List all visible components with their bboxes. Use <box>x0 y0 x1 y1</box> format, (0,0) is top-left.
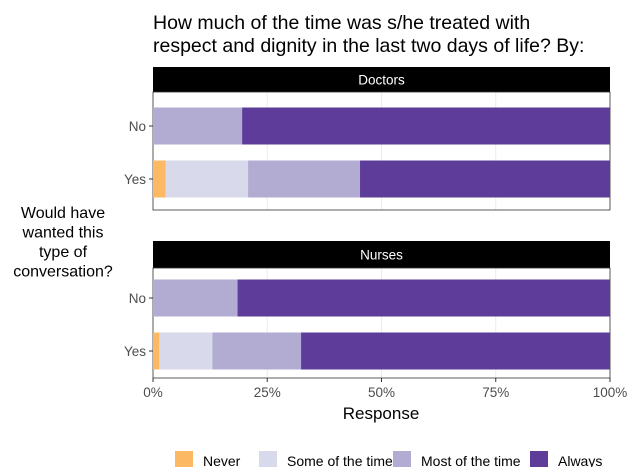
legend-swatch <box>259 451 277 467</box>
bar-segment-always <box>238 280 610 317</box>
bar-segment-some-of-the-time <box>166 161 248 198</box>
bar-segment-most-of-the-time <box>212 333 301 370</box>
bar-segment-always <box>242 108 610 145</box>
legend-label: Never <box>203 453 241 467</box>
y-axis-label: Would have wanted this type of conversation… <box>13 205 113 281</box>
x-tick-label: 50% <box>368 385 395 400</box>
legend-swatch <box>175 451 193 467</box>
bar-segment-some-of-the-time <box>159 333 212 370</box>
x-axis-label: Response <box>343 404 420 423</box>
bar-segment-most-of-the-time <box>248 161 360 198</box>
legend-label: Most of the time <box>421 453 521 467</box>
panel-nurses: Nurses No Yes <box>124 241 610 378</box>
panel-strip-title: Nurses <box>360 248 403 263</box>
x-tick-label: 25% <box>254 385 281 400</box>
legend: Never Some of the time Most of the time Alw… <box>175 451 602 467</box>
bar-segment-always <box>360 161 610 198</box>
legend-swatch <box>530 451 548 467</box>
bar-segment-never <box>153 161 166 198</box>
chart-title-line: How much of the time was s/he treated wi… <box>153 12 530 34</box>
bar-segment-most-of-the-time <box>153 280 238 317</box>
x-tick-label: 100% <box>593 385 628 400</box>
panel-strip-title: Doctors <box>358 73 405 88</box>
legend-item: Some of the time <box>259 451 393 467</box>
y-tick-label: Yes <box>124 172 146 187</box>
x-axis: 0% 25% 50% 75% 100% <box>143 378 627 400</box>
y-tick-label: No <box>129 119 146 134</box>
y-axis-label-line: wanted this <box>22 225 104 242</box>
legend-label: Always <box>558 453 602 467</box>
legend-label: Some of the time <box>287 453 393 467</box>
x-tick-label: 0% <box>143 385 163 400</box>
legend-item: Always <box>530 451 602 467</box>
bar-segment-always <box>301 333 610 370</box>
x-tick-label: 75% <box>482 385 509 400</box>
bar-segment-never <box>153 333 159 370</box>
y-tick-label: Yes <box>124 344 146 359</box>
legend-item: Never <box>175 451 241 467</box>
chart-title: How much of the time was s/he treated wi… <box>153 12 584 57</box>
bar-segment-most-of-the-time <box>153 108 242 145</box>
legend-swatch <box>393 451 411 467</box>
chart-title-line: respect and dignity in the last two days… <box>153 35 584 57</box>
chart-panels: Doctors No Yes Nurses No Yes <box>124 67 610 378</box>
y-axis-label-line: type of <box>39 244 88 261</box>
legend-item: Most of the time <box>393 451 521 467</box>
panel-doctors: Doctors No Yes <box>124 67 610 210</box>
y-tick-label: No <box>129 291 146 306</box>
y-axis-label-line: conversation? <box>13 264 113 281</box>
y-axis-label-line: Would have <box>21 205 105 222</box>
